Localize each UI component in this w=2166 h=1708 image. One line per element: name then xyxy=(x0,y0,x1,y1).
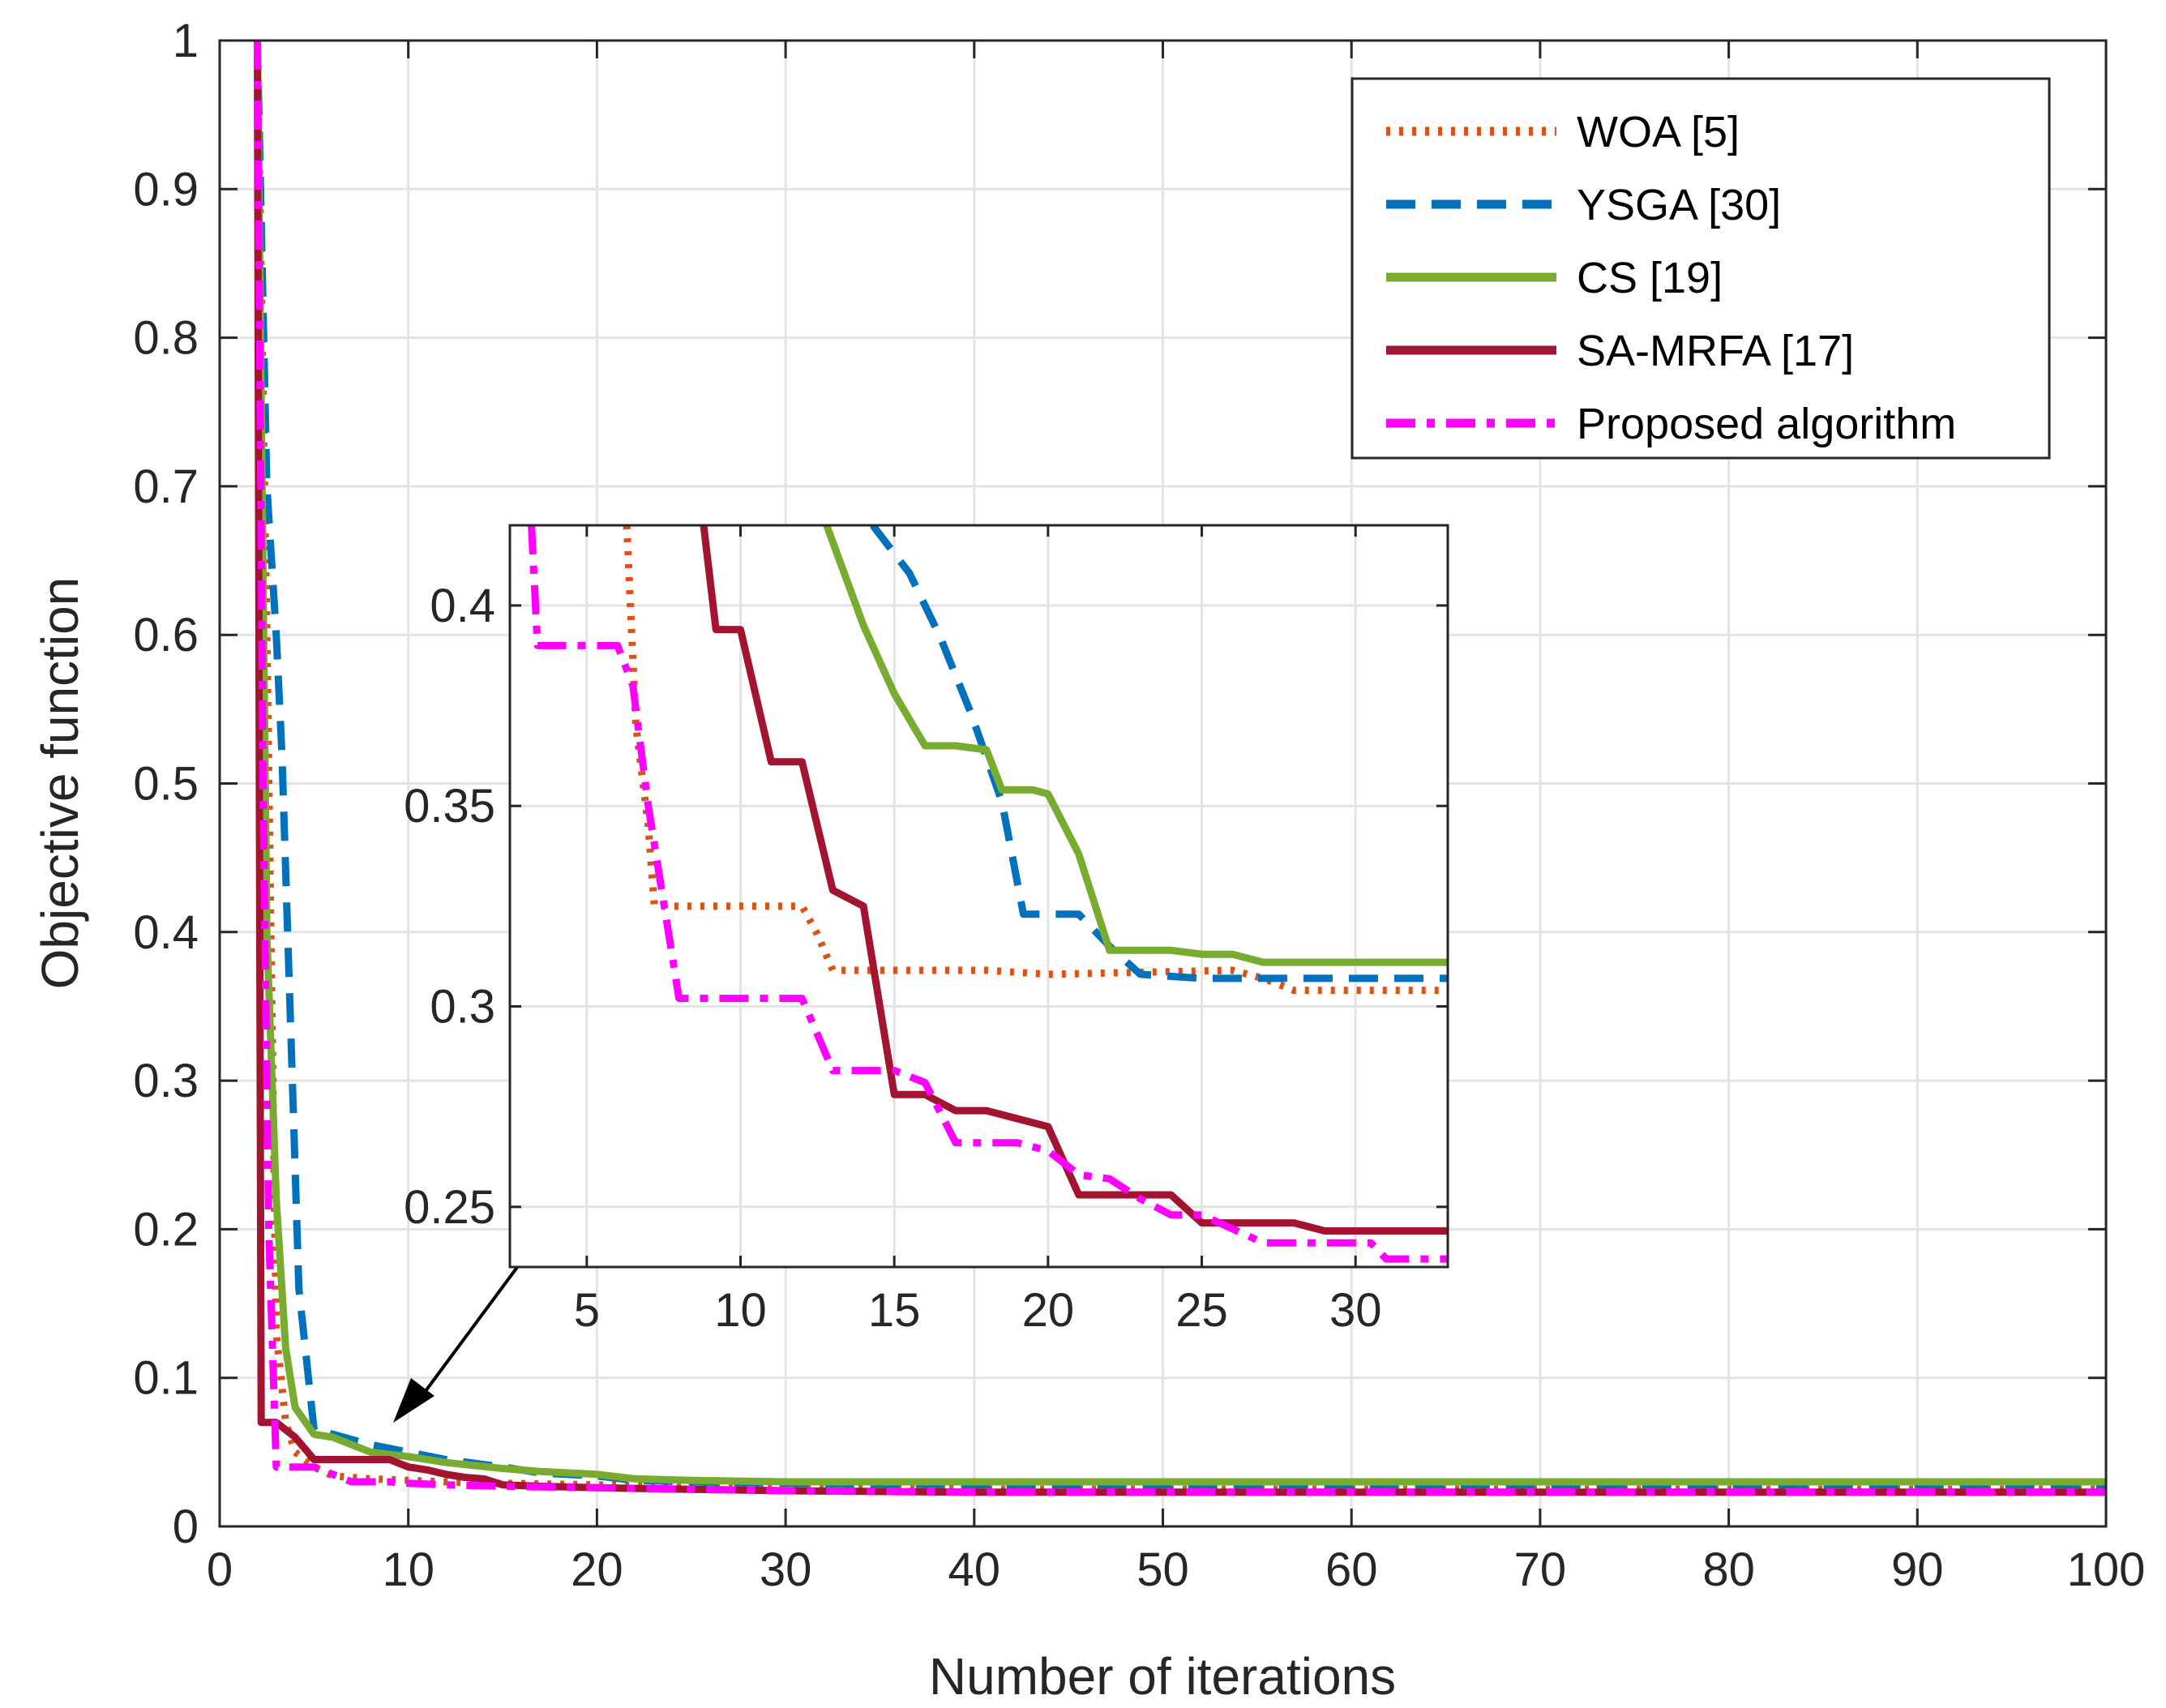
main-x-tick-label: 10 xyxy=(382,1543,434,1596)
legend-label-3: CS [19] xyxy=(1577,254,1723,302)
main-y-tick-label: 0.6 xyxy=(133,609,199,661)
inset-series-3-line xyxy=(823,525,1448,966)
inset-series-2-line xyxy=(870,525,1448,982)
inset-grid xyxy=(510,525,1448,1267)
main-x-tick-label: 80 xyxy=(1702,1543,1755,1596)
inset-y-tick-label: 0.4 xyxy=(430,580,495,632)
inset-y-tick-label: 0.35 xyxy=(404,780,495,833)
inset-x-tick-label: 10 xyxy=(714,1284,767,1337)
y-axis-label: Objective function xyxy=(31,577,89,990)
x-axis-label: Number of iterations xyxy=(929,1647,1396,1706)
main-x-tick-label: 20 xyxy=(571,1543,623,1596)
main-y-tick-label: 0.7 xyxy=(133,460,199,513)
inset-axes: 5 10 15 20 25 30 0.25 0.3 0.35 0.4 xyxy=(404,524,1449,1337)
main-x-tick-label: 70 xyxy=(1514,1543,1567,1596)
main-series-3-line xyxy=(254,41,2106,1486)
main-x-tick-label: 90 xyxy=(1891,1543,1944,1596)
main-series-group xyxy=(254,41,2106,1496)
legend-label-5: Proposed algorithm xyxy=(1577,400,1956,448)
main-x-tick-label: 0 xyxy=(207,1543,233,1596)
legend-label-4: SA-MRFA [17] xyxy=(1577,327,1854,375)
main-y-tick-label: 0.2 xyxy=(133,1203,199,1256)
inset-x-tick-label: 15 xyxy=(868,1284,921,1337)
legend-box xyxy=(1351,77,2051,460)
legend: WOA [5] YSGA [30] CS [19] SA-MRFA [17] Propo… xyxy=(1351,77,2051,460)
main-y-tick-label: 0.9 xyxy=(133,163,199,216)
main-series-4-line xyxy=(254,41,2106,1496)
main-y-tick-label: 0.4 xyxy=(133,906,199,959)
main-y-tick-label: 0.8 xyxy=(133,312,199,365)
legend-label-2: YSGA [30] xyxy=(1577,181,1781,229)
inset-x-tick-label: 5 xyxy=(574,1284,600,1337)
main-y-tick-label: 0 xyxy=(173,1500,199,1553)
main-x-tick-label: 30 xyxy=(760,1543,812,1596)
inset-background xyxy=(510,525,1448,1267)
inset-frame-rect xyxy=(508,524,1449,1269)
inset-x-tick-label: 20 xyxy=(1022,1284,1075,1337)
inset-series-group xyxy=(528,525,1448,1263)
inset-axes-frame xyxy=(508,524,1449,1269)
main-x-tick-label: 60 xyxy=(1325,1543,1378,1596)
inset-x-tick-label: 30 xyxy=(1329,1284,1382,1337)
main-y-tick-label: 1 xyxy=(173,15,199,67)
main-axes-frame xyxy=(218,39,2108,1528)
inset-x-tick-label: 25 xyxy=(1175,1284,1228,1337)
legend-label-1: WOA [5] xyxy=(1577,108,1740,156)
main-y-tick-label: 0.5 xyxy=(133,758,199,811)
main-y-tick-label: 0.1 xyxy=(133,1352,199,1405)
inset-tick-labels: 5 10 15 20 25 30 0.25 0.3 0.35 0.4 xyxy=(404,580,1381,1337)
main-tick-labels: 0 10 20 30 40 50 60 70 80 90 100 0 0.1 0.2 0.3 0.4 0.5 0.… xyxy=(133,15,2145,1596)
main-y-tick-label: 0.3 xyxy=(133,1055,199,1107)
main-x-tick-label: 50 xyxy=(1137,1543,1189,1596)
inset-y-tick-label: 0.3 xyxy=(430,981,495,1034)
inset-series-5-line xyxy=(528,525,1448,1263)
inset-y-tick-label: 0.25 xyxy=(404,1181,495,1234)
main-x-tick-label: 40 xyxy=(948,1543,1001,1596)
inset-series-4-line xyxy=(700,525,1448,1235)
main-x-tick-label: 100 xyxy=(2067,1543,2146,1596)
